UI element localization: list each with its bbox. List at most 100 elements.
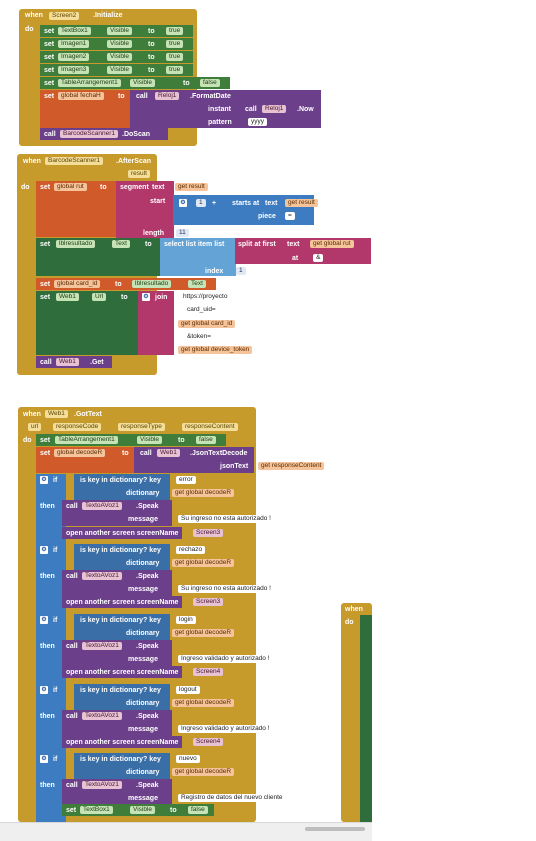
piece-text-value[interactable]: = — [285, 212, 295, 220]
get-response-content[interactable]: get responseContent — [258, 462, 325, 470]
result-parameter[interactable]: result — [128, 170, 150, 178]
variable-dropdown[interactable]: global fechaH — [58, 92, 104, 100]
set-lblresultado-text[interactable] — [36, 238, 162, 276]
number-one[interactable]: 1 — [196, 199, 206, 207]
join-item-url[interactable]: https://proyecto — [180, 293, 356, 301]
open-another-screen[interactable] — [62, 736, 182, 748]
component-dropdown[interactable]: TextoAVoz1 — [82, 502, 122, 510]
component-dropdown[interactable]: Web1 — [56, 358, 79, 366]
join-item-card-uid[interactable]: card_uid= — [184, 306, 219, 314]
component-dropdown[interactable]: BarcodeScanner1 — [60, 130, 119, 138]
join-item-token[interactable]: &token= — [184, 333, 215, 341]
property-dropdown[interactable]: Visible — [130, 806, 156, 814]
message-text-value[interactable]: Ingreso validado y autorizado ! — [178, 655, 273, 663]
join-item-get-device-token[interactable]: get global device_token — [178, 346, 253, 354]
get-result[interactable]: get result — [175, 183, 208, 191]
component-dropdown[interactable]: TextoAVoz1 — [82, 642, 122, 650]
component-dropdown[interactable]: lblresultado — [132, 280, 172, 288]
screen-name-value[interactable]: Screen3 — [193, 529, 224, 537]
boolean-value[interactable]: false — [196, 436, 216, 444]
index-value[interactable]: 1 — [236, 267, 246, 275]
boolean-value[interactable]: false — [200, 79, 220, 87]
component-dropdown[interactable]: Web1 — [56, 293, 79, 301]
param-response-code[interactable]: responseCode — [53, 423, 102, 431]
component-dropdown[interactable]: TextoAVoz1 — [82, 712, 122, 720]
join-block[interactable] — [138, 291, 174, 355]
gear-icon[interactable]: ⚙ — [40, 616, 48, 624]
get-global-decoder[interactable]: get global decodeR — [172, 699, 235, 707]
gear-icon[interactable]: ⚙ — [40, 755, 48, 763]
is-key-in-dictionary-block[interactable] — [74, 614, 170, 640]
get-global-decoder[interactable]: get global decodeR — [172, 629, 235, 637]
horizontal-scrollbar[interactable] — [0, 822, 372, 841]
gear-icon[interactable]: ⚙ — [40, 546, 48, 554]
is-key-in-dictionary-block[interactable] — [74, 684, 170, 710]
if-block[interactable] — [36, 614, 66, 684]
variable-dropdown[interactable]: global card_id — [54, 280, 101, 288]
set-web1-url[interactable] — [36, 291, 140, 355]
gear-icon[interactable]: ⚙ — [142, 293, 150, 301]
component-dropdown[interactable]: Imagen2 — [58, 53, 90, 61]
screen-name-value[interactable]: Screen3 — [193, 598, 224, 606]
open-another-screen[interactable] — [62, 527, 182, 539]
boolean-value[interactable]: true — [166, 53, 184, 61]
boolean-value[interactable]: true — [166, 40, 184, 48]
message-text-value[interactable]: Ingreso validado y autorizado ! — [178, 725, 273, 733]
get-global-rut[interactable]: get global rut — [310, 240, 354, 248]
length-value[interactable]: 11 — [176, 229, 189, 237]
component-dropdown[interactable]: TextBox1 — [58, 27, 91, 35]
param-response-type[interactable]: responseType — [118, 423, 165, 431]
is-key-in-dictionary-block[interactable] — [74, 544, 170, 570]
get-global-decoder[interactable]: get global decodeR — [172, 489, 235, 497]
component-dropdown[interactable]: BarcodeScanner1 — [45, 157, 104, 165]
boolean-value[interactable]: true — [166, 66, 184, 74]
component-dropdown[interactable]: TextoAVoz1 — [82, 572, 122, 580]
open-another-screen[interactable] — [62, 666, 182, 678]
property-dropdown[interactable]: Text — [112, 240, 130, 248]
is-key-in-dictionary-block[interactable] — [74, 753, 170, 779]
if-block[interactable] — [36, 684, 66, 754]
pattern-text-value[interactable]: yyyy — [248, 118, 267, 126]
property-dropdown[interactable]: Text — [188, 280, 206, 288]
component-dropdown[interactable]: Reloj1 — [155, 92, 180, 100]
if-block[interactable] — [36, 753, 66, 822]
screen-name-value[interactable]: Screen4 — [193, 668, 224, 676]
component-dropdown[interactable]: Imagen1 — [58, 40, 90, 48]
if-block[interactable] — [36, 474, 66, 544]
separator-text-value[interactable]: & — [313, 254, 324, 262]
component-dropdown[interactable]: Screen2 — [49, 12, 80, 20]
get-global-decoder[interactable]: get global decodeR — [172, 768, 235, 776]
property-dropdown[interactable]: Visible — [107, 27, 133, 35]
get-result[interactable]: get result — [285, 199, 318, 207]
boolean-value[interactable]: false — [188, 806, 208, 814]
open-another-screen[interactable] — [62, 596, 182, 608]
key-text-value[interactable]: rechazo — [176, 546, 206, 554]
param-response-content[interactable]: responseContent — [182, 423, 238, 431]
variable-dropdown[interactable]: global decodeR — [54, 449, 106, 457]
gear-icon[interactable]: ⚙ — [40, 476, 48, 484]
property-dropdown[interactable]: Visible — [130, 79, 156, 87]
is-key-in-dictionary-block[interactable] — [74, 474, 170, 500]
property-dropdown[interactable]: Visible — [107, 40, 133, 48]
message-text-value[interactable]: Su ingreso no esta autorizado ! — [178, 585, 274, 593]
param-url[interactable]: url — [28, 423, 42, 431]
component-dropdown[interactable]: Web1 — [157, 449, 180, 457]
get-global-decoder[interactable]: get global decodeR — [172, 559, 235, 567]
property-dropdown[interactable]: Visible — [107, 53, 133, 61]
if-block[interactable] — [36, 544, 66, 614]
screen-name-value[interactable]: Screen4 — [193, 738, 224, 746]
property-dropdown[interactable]: Visible — [107, 66, 133, 74]
message-text-value[interactable]: Registro de datos del nuevo cliente — [178, 794, 286, 802]
component-dropdown[interactable]: lblresultado — [56, 240, 96, 248]
join-item-get-card-id[interactable]: get global card_id — [178, 320, 236, 328]
boolean-value[interactable]: true — [166, 27, 184, 35]
component-dropdown[interactable]: TextBox1 — [80, 806, 113, 814]
key-text-value[interactable]: login — [176, 616, 196, 624]
component-dropdown[interactable]: Reloj1 — [262, 105, 287, 113]
gear-icon[interactable]: ⚙ — [179, 199, 187, 207]
component-dropdown[interactable]: TableArrangement1 — [58, 79, 121, 87]
component-dropdown[interactable]: Imagen3 — [58, 66, 90, 74]
key-text-value[interactable]: nuevo — [176, 755, 200, 763]
call-web1-jsontextdecode[interactable] — [134, 447, 254, 473]
segment-text-block[interactable] — [116, 181, 174, 238]
